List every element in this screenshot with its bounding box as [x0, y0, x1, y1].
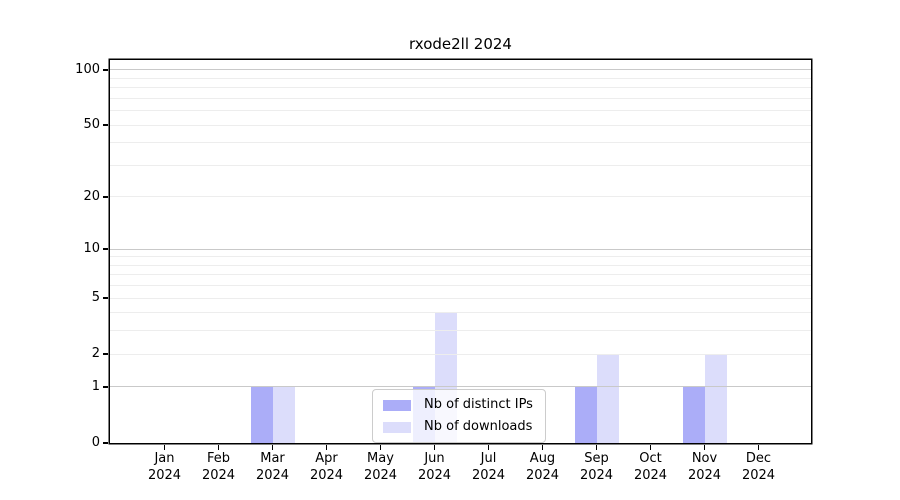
x-tick-month: Dec: [745, 451, 772, 466]
legend: Nb of distinct IPs Nb of downloads: [372, 389, 546, 443]
x-tick-month: Jan: [154, 451, 175, 466]
legend-swatch-downloads: [383, 421, 411, 433]
x-tick-label: Jul 2024: [457, 450, 521, 484]
x-tick-label: Jun 2024: [403, 450, 467, 484]
y-tick-mark: [103, 69, 108, 71]
y-tick-mark: [103, 353, 108, 355]
y-tick-label: 10: [83, 241, 100, 257]
bars-layer: [110, 60, 811, 443]
x-tick-mark: [757, 445, 760, 450]
y-tick-label: 50: [83, 117, 100, 133]
x-tick-year: 2024: [201, 468, 236, 483]
y-tick-label: 2: [91, 346, 100, 362]
x-tick-label: Aug 2024: [511, 450, 575, 484]
y-tick-mark: [103, 196, 108, 198]
x-tick-year: 2024: [525, 468, 560, 483]
x-tick-month: Feb: [206, 451, 231, 466]
x-tick-month: Jul: [480, 451, 497, 466]
x-tick-label: Feb 2024: [187, 450, 251, 484]
x-tick-mark: [487, 445, 490, 450]
legend-item-distinct-ips: Nb of distinct IPs: [383, 398, 533, 412]
x-tick-month: Oct: [639, 451, 662, 466]
x-tick-year: 2024: [417, 468, 452, 483]
x-tick-mark: [433, 445, 436, 450]
legend-label-distinct-ips: Nb of distinct IPs: [424, 397, 533, 412]
y-tick-label: 1: [91, 378, 100, 394]
x-tick-label: Oct 2024: [619, 450, 683, 484]
x-tick-mark: [271, 445, 274, 450]
x-tick-month: Apr: [315, 451, 338, 466]
y-tick-mark: [103, 124, 108, 126]
x-tick-label: Apr 2024: [295, 450, 359, 484]
x-tick-label: Sep 2024: [565, 450, 629, 484]
x-tick-mark: [217, 445, 220, 450]
bar-downloads: [704, 354, 727, 443]
x-tick-mark: [379, 445, 382, 450]
x-tick-year: 2024: [255, 468, 290, 483]
y-tick-label: 5: [91, 290, 100, 306]
x-tick-mark: [595, 445, 598, 450]
x-tick-year: 2024: [633, 468, 668, 483]
chart-title: rxode2ll 2024: [409, 35, 512, 53]
x-tick-label: Jan 2024: [133, 450, 197, 484]
y-tick-label: 0: [91, 435, 100, 450]
x-tick-mark: [541, 445, 544, 450]
y-tick-mark: [103, 248, 108, 250]
x-tick-label: Dec 2024: [727, 450, 791, 484]
x-tick-month: Jun: [424, 451, 445, 466]
x-tick-label: Mar 2024: [241, 450, 305, 484]
x-tick-month: May: [367, 451, 394, 466]
x-tick-mark: [649, 445, 652, 450]
bar-distinct-ips: [682, 386, 705, 443]
bar-distinct-ips: [574, 386, 597, 443]
x-tick-year: 2024: [363, 468, 398, 483]
x-tick-mark: [325, 445, 328, 450]
bar-downloads: [596, 354, 619, 443]
bar-downloads: [272, 386, 295, 443]
y-tick-label: 100: [75, 61, 100, 77]
x-tick-year: 2024: [147, 468, 182, 483]
x-tick-month: Mar: [260, 451, 285, 466]
x-tick-month: Nov: [691, 451, 718, 466]
x-tick-mark: [703, 445, 706, 450]
x-tick-year: 2024: [309, 468, 344, 483]
bar-distinct-ips: [250, 386, 273, 443]
y-tick-label: 20: [83, 188, 100, 204]
x-tick-label: Nov 2024: [673, 450, 737, 484]
legend-swatch-distinct-ips: [383, 399, 411, 411]
legend-item-downloads: Nb of downloads: [383, 420, 533, 434]
legend-label-downloads: Nb of downloads: [424, 419, 533, 434]
x-tick-year: 2024: [579, 468, 614, 483]
x-tick-label: May 2024: [349, 450, 413, 484]
x-tick-month: Aug: [529, 451, 556, 466]
x-tick-year: 2024: [687, 468, 722, 483]
x-tick-year: 2024: [741, 468, 776, 483]
y-tick-mark: [103, 442, 108, 444]
x-tick-year: 2024: [471, 468, 506, 483]
x-tick-mark: [163, 445, 166, 450]
x-tick-month: Sep: [584, 451, 609, 466]
y-tick-mark: [103, 297, 108, 299]
y-tick-mark: [103, 386, 108, 388]
plot-area: 0 1 2 5 10 20 50 100 Jan 2024 Feb 2024 Mar 2024 Apr 20…: [75, 60, 811, 483]
